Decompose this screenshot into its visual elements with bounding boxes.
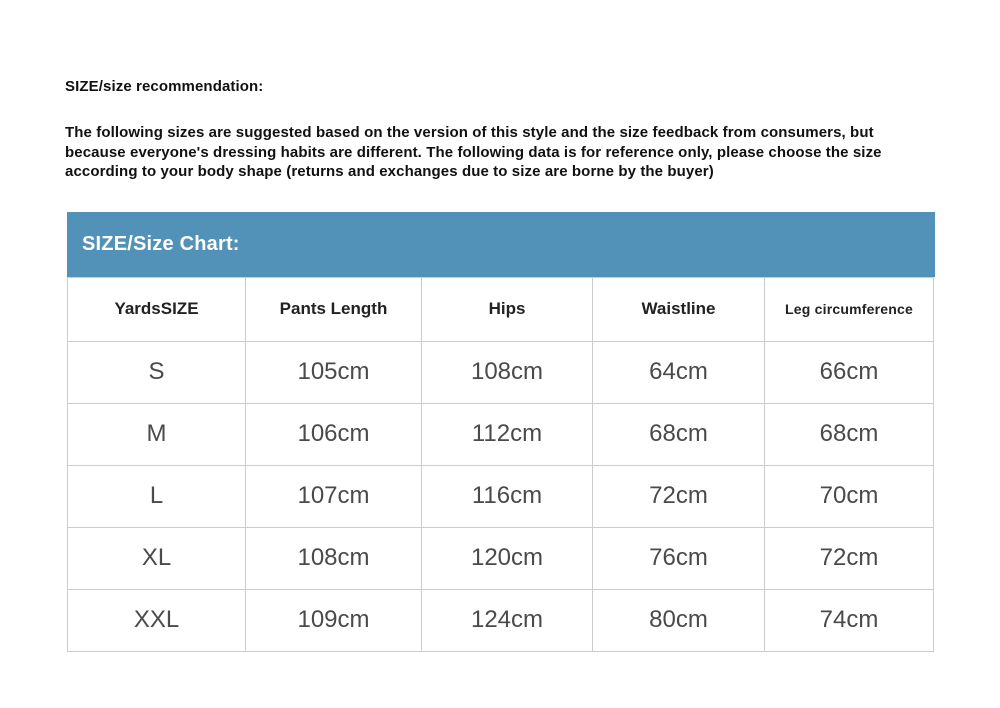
value-cell: 108cm [421,340,593,404]
value-cell: 105cm [245,340,422,404]
table-row: M 106cm 112cm 68cm 68cm [67,402,934,466]
table-row: L 107cm 116cm 72cm 70cm [67,464,934,528]
value-cell: 66cm [764,340,934,404]
size-cell: XXL [67,588,246,652]
value-cell: 108cm [245,526,422,590]
size-cell: S [67,340,246,404]
value-cell: 124cm [421,588,593,652]
size-chart-table: YardsSIZE Pants Length Hips Waistline Le… [67,276,934,652]
value-cell: 64cm [592,340,765,404]
value-cell: 106cm [245,402,422,466]
table-row: XXL 109cm 124cm 80cm 74cm [67,588,934,652]
size-chart-section: SIZE/Size Chart: YardsSIZE Pants Length … [67,211,935,652]
value-cell: 68cm [764,402,934,466]
value-cell: 107cm [245,464,422,528]
size-chart-title: SIZE/Size Chart: [82,232,240,255]
column-header-waistline: Waistline [592,276,765,342]
value-cell: 80cm [592,588,765,652]
column-header-size: YardsSIZE [67,276,246,342]
value-cell: 72cm [764,526,934,590]
column-header-pants-length: Pants Length [245,276,422,342]
value-cell: 76cm [592,526,765,590]
value-cell: 109cm [245,588,422,652]
value-cell: 70cm [764,464,934,528]
column-header-hips: Hips [421,276,593,342]
value-cell: 74cm [764,588,934,652]
size-cell: M [67,402,246,466]
value-cell: 116cm [421,464,593,528]
table-row: S 105cm 108cm 64cm 66cm [67,340,934,404]
table-row: XL 108cm 120cm 76cm 72cm [67,526,934,590]
size-recommendation-heading: SIZE/size recommendation: [65,78,264,95]
value-cell: 120cm [421,526,593,590]
size-chart-title-bar: SIZE/Size Chart: [67,211,935,277]
value-cell: 68cm [592,402,765,466]
table-header-row: YardsSIZE Pants Length Hips Waistline Le… [67,276,934,342]
column-header-leg-circumference: Leg circumference [764,276,934,342]
size-recommendation-paragraph: The following sizes are suggested based … [65,124,882,180]
size-cell: XL [67,526,246,590]
size-cell: L [67,464,246,528]
value-cell: 72cm [592,464,765,528]
value-cell: 112cm [421,402,593,466]
